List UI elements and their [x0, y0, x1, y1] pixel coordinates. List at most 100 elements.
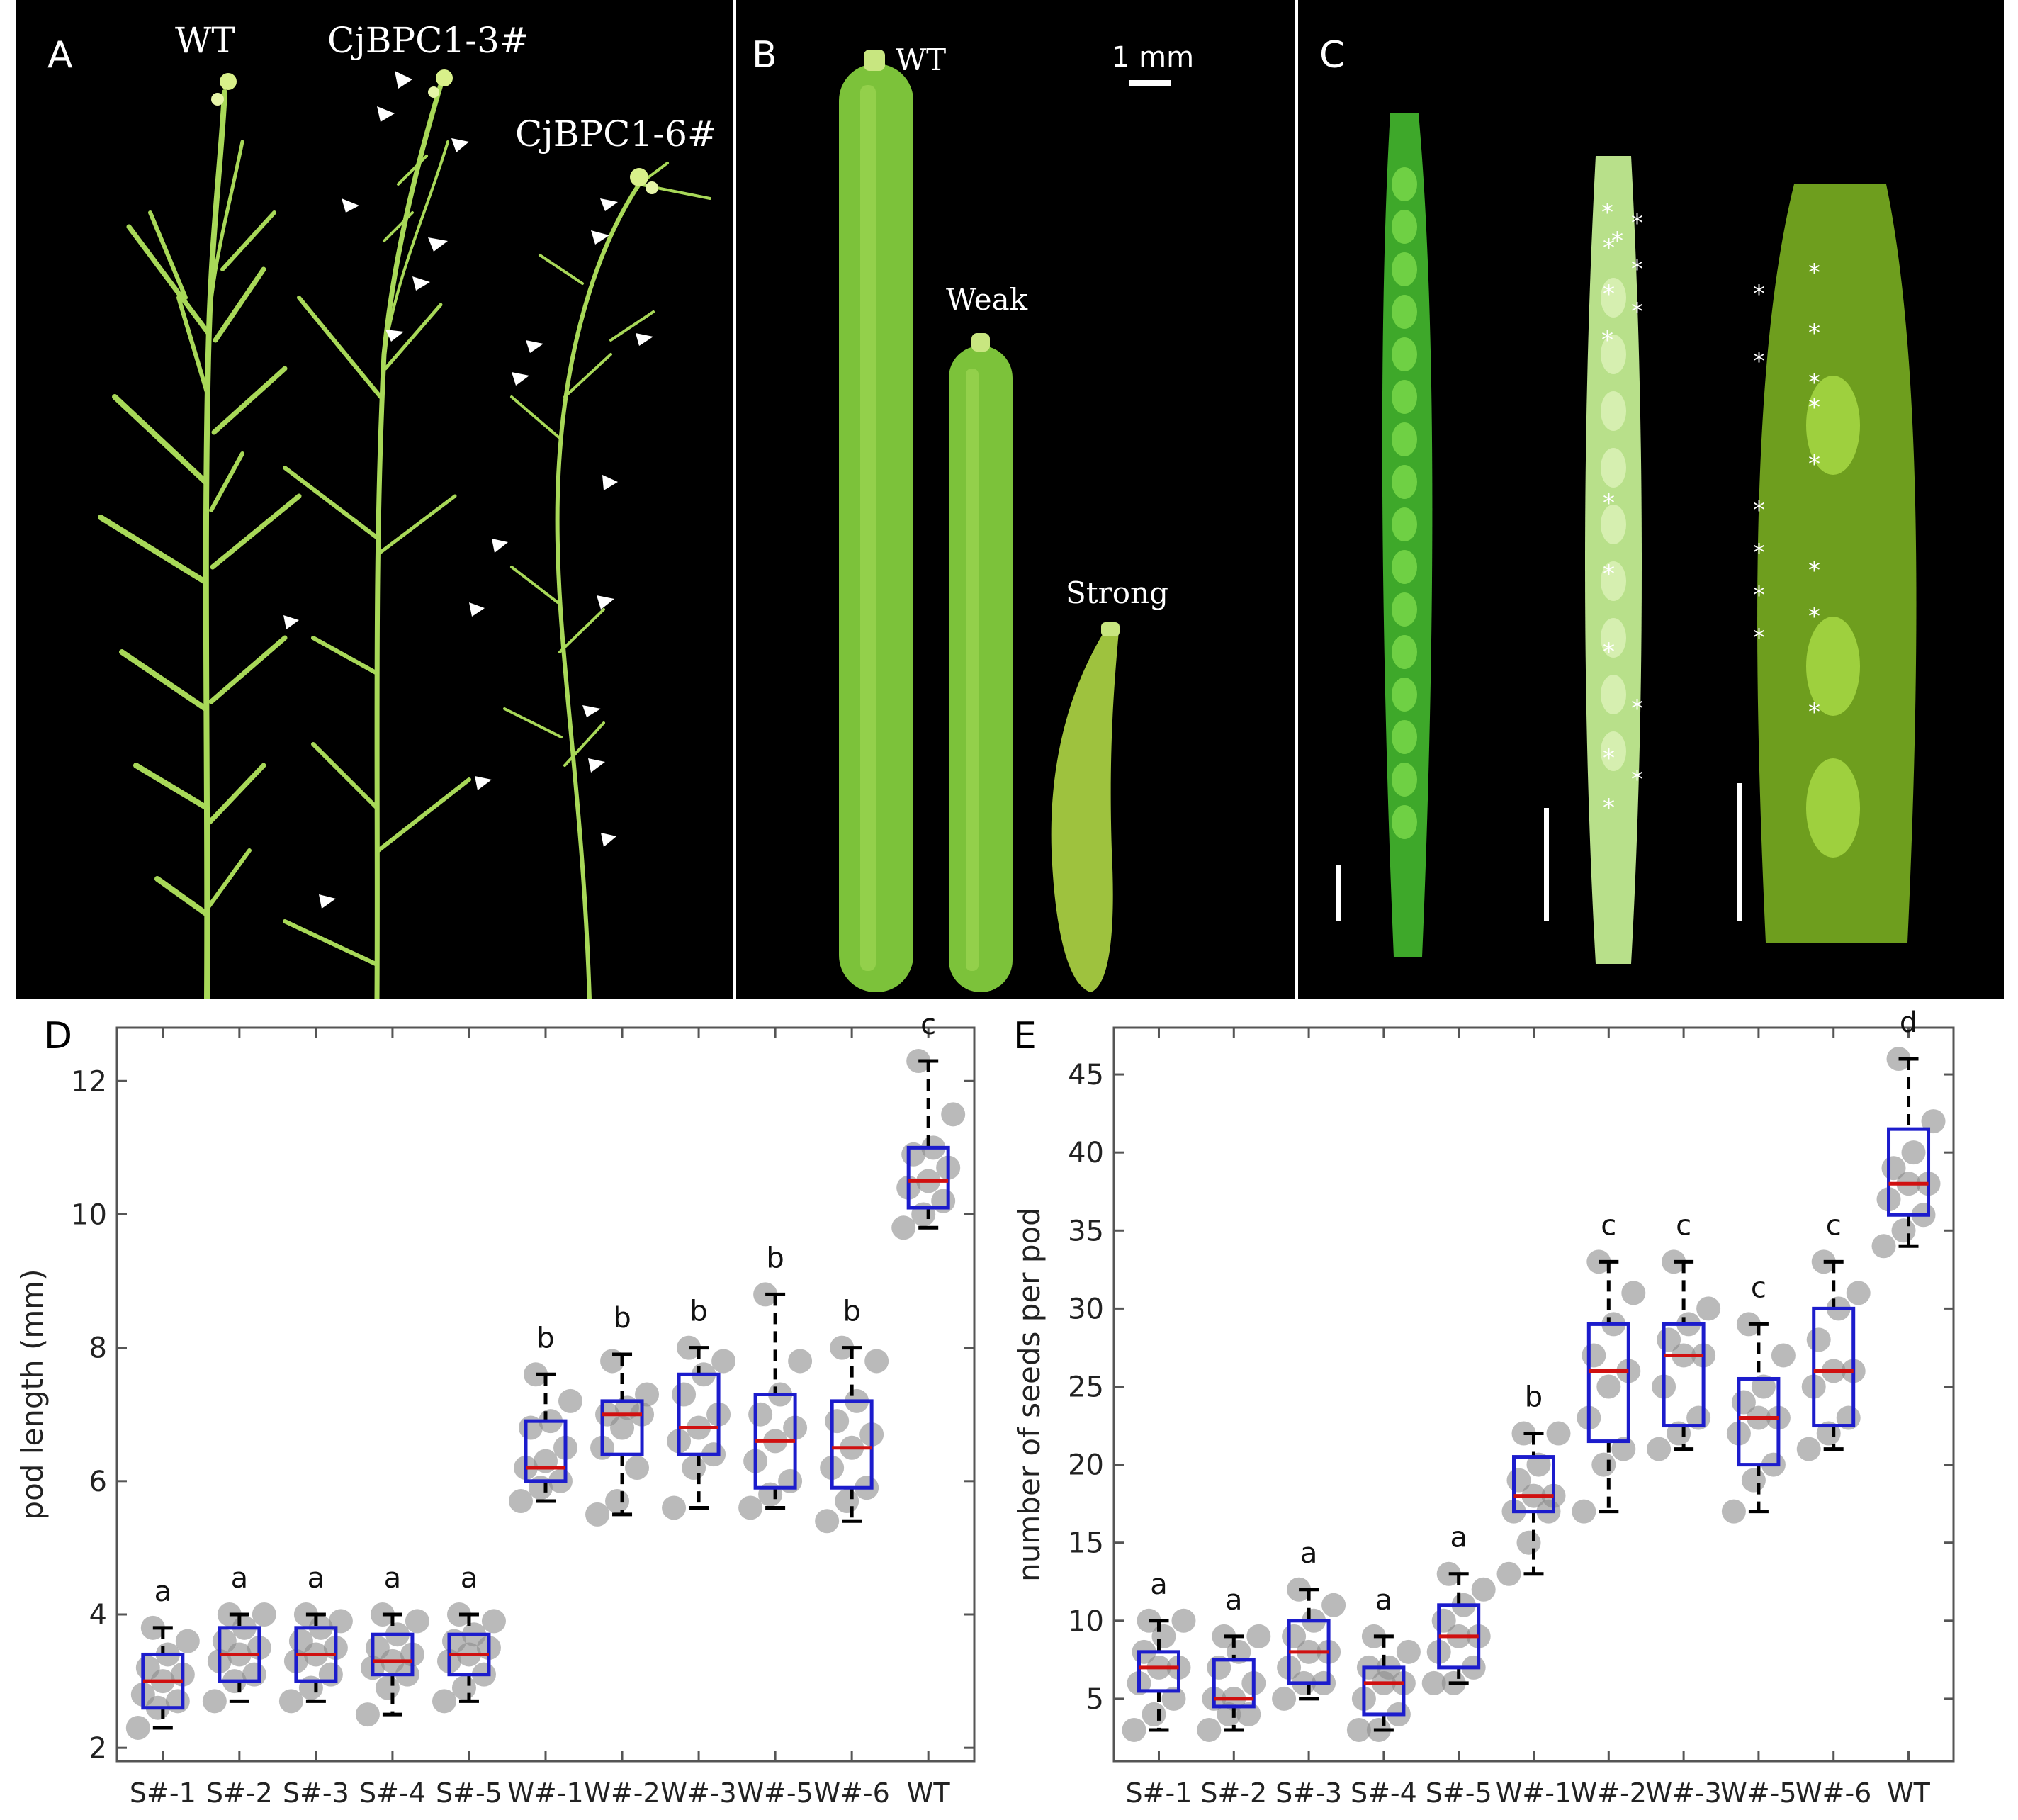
data-point	[451, 1675, 476, 1700]
data-point	[175, 1629, 200, 1653]
data-point	[1647, 1437, 1672, 1461]
seed-marker: *	[1808, 450, 1820, 478]
data-point	[405, 1609, 429, 1634]
data-point	[1696, 1296, 1721, 1321]
pod-label-strong: Strong	[1066, 575, 1168, 610]
y-tick-label: 25	[1068, 1371, 1104, 1403]
data-point	[365, 1636, 390, 1661]
opened-pod-strong	[1757, 184, 1917, 943]
data-point	[1321, 1592, 1346, 1617]
seed-marker: *	[1603, 744, 1615, 773]
significance-letter: a	[1150, 1568, 1168, 1601]
seed-marker: *	[1808, 556, 1820, 585]
panel-c-photo: C * * * * * * * * * * * * * * * * * * * * * * * * * * * * *	[1298, 0, 2004, 999]
seed-marker: *	[1603, 280, 1615, 308]
data-point	[1871, 1234, 1896, 1259]
x-tick-label: W#-6	[1796, 1777, 1871, 1809]
seed-marker: *	[1603, 794, 1615, 822]
data-point	[202, 1689, 227, 1714]
data-point	[212, 1629, 237, 1653]
data-point	[1526, 1452, 1551, 1477]
box	[1212, 1658, 1256, 1709]
data-point	[509, 1489, 533, 1514]
data-point	[1361, 1624, 1386, 1648]
x-tick-label: WT	[907, 1777, 951, 1809]
y-tick-label: 45	[1068, 1059, 1104, 1091]
wt-plant	[98, 89, 302, 999]
pod-weak	[949, 346, 1013, 992]
data-point	[355, 1702, 380, 1727]
seed-marker: *	[1808, 602, 1820, 631]
y-tick-label: 20	[1068, 1449, 1104, 1482]
seed-marker: *	[1601, 326, 1613, 354]
data-point	[1901, 1140, 1926, 1165]
data-point	[1731, 1390, 1756, 1415]
data-point	[1546, 1421, 1571, 1446]
data-point	[1806, 1327, 1831, 1352]
data-point	[1621, 1281, 1646, 1305]
panel-a-plants	[98, 69, 711, 999]
box	[1137, 1650, 1180, 1693]
data-point	[1516, 1530, 1541, 1555]
panel-label-a: A	[47, 34, 73, 77]
significance-letter: b	[766, 1242, 784, 1274]
box	[1586, 1322, 1630, 1444]
significance-letter: a	[308, 1562, 325, 1595]
data-point	[1197, 1717, 1222, 1742]
box	[1812, 1306, 1856, 1428]
significance-letter: c	[1601, 1209, 1616, 1242]
x-tick-label: W#-5	[737, 1777, 813, 1809]
data-point	[748, 1402, 773, 1427]
y-tick-label: 35	[1068, 1215, 1104, 1247]
pod-wt	[839, 64, 913, 992]
data-point	[1212, 1624, 1236, 1648]
significance-letter: b	[613, 1302, 631, 1335]
data-point	[278, 1689, 303, 1714]
data-point	[481, 1609, 506, 1634]
significance-letter: a	[1225, 1584, 1243, 1617]
y-tick-label: 10	[1068, 1605, 1104, 1638]
seed-marker: *	[1603, 638, 1615, 666]
opened-pod-weak	[1585, 156, 1642, 964]
scale-label-b: 1 mm	[1112, 41, 1195, 74]
seed-marker: *	[1753, 496, 1765, 524]
data-point	[1246, 1624, 1271, 1648]
data-point	[1891, 1218, 1916, 1243]
data-point	[1611, 1437, 1636, 1461]
data-point	[605, 1489, 630, 1514]
significance-letter: a	[1300, 1537, 1318, 1570]
data-point	[815, 1509, 840, 1534]
box	[677, 1372, 721, 1456]
data-point	[1282, 1624, 1307, 1648]
y-tick-label: 10	[71, 1198, 107, 1231]
significance-letter: b	[1525, 1381, 1543, 1414]
data-point	[1161, 1686, 1186, 1711]
box	[371, 1632, 415, 1677]
plant-label-wt: WT	[175, 20, 235, 61]
data-point	[1591, 1452, 1616, 1477]
data-point	[1741, 1468, 1766, 1493]
x-tick-label: W#-2	[1571, 1777, 1647, 1809]
data-point	[1236, 1702, 1261, 1726]
seed-marker: *	[1603, 234, 1615, 262]
data-point	[682, 1456, 706, 1480]
pod-label-weak: Weak	[946, 282, 1028, 317]
seed-marker: *	[1601, 198, 1613, 227]
significance-letter: a	[1450, 1522, 1467, 1554]
x-tick-label: S#-1	[1126, 1777, 1193, 1809]
data-point	[1496, 1561, 1521, 1586]
panel-c-opened-pods	[1336, 113, 1917, 964]
significance-letter: b	[689, 1296, 707, 1328]
data-point	[1396, 1639, 1421, 1664]
seed-marker: *	[1631, 765, 1643, 794]
y-axis-label: number of seeds per pod	[1012, 1207, 1047, 1582]
data-point	[558, 1388, 582, 1413]
seed-marker: *	[1753, 347, 1765, 376]
x-tick-label: S#-2	[1200, 1777, 1267, 1809]
y-tick-label: 40	[1068, 1137, 1104, 1169]
seed-marker: *	[1808, 698, 1820, 726]
data-point	[1346, 1717, 1371, 1742]
seed-marker: *	[1631, 209, 1643, 237]
x-tick-label: W#-2	[584, 1777, 660, 1809]
arrowheads	[283, 71, 653, 909]
